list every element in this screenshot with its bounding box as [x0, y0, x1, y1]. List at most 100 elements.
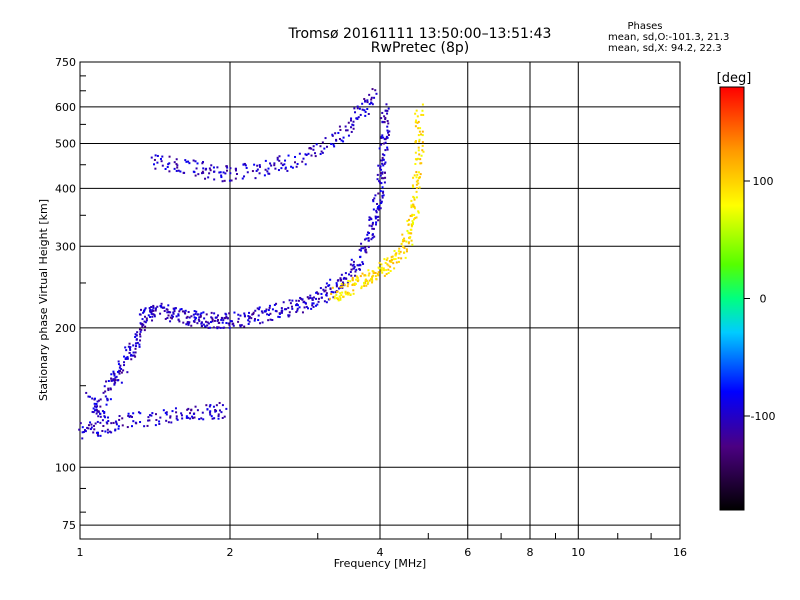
data-point: [228, 312, 231, 315]
data-point: [386, 136, 389, 139]
data-point: [306, 296, 309, 299]
data-point: [355, 275, 358, 278]
data-point: [415, 180, 418, 183]
data-point: [302, 157, 305, 160]
y-tick-label: 300: [55, 240, 76, 253]
data-point: [419, 162, 422, 165]
data-point: [187, 160, 190, 163]
data-point: [147, 416, 150, 419]
data-point: [190, 409, 193, 412]
data-point: [381, 162, 384, 165]
data-point: [365, 284, 368, 287]
data-point: [412, 195, 415, 198]
data-point: [217, 415, 220, 418]
data-point: [261, 321, 264, 324]
data-point: [95, 409, 98, 412]
data-point: [209, 404, 212, 407]
data-point: [324, 137, 327, 140]
x-tick-label: 16: [673, 546, 687, 559]
data-point: [374, 275, 377, 278]
data-point: [179, 308, 182, 311]
data-point: [235, 173, 238, 176]
data-point: [383, 274, 386, 277]
data-point: [346, 281, 349, 284]
data-point: [134, 342, 137, 345]
data-point: [421, 130, 424, 133]
data-point: [269, 312, 272, 315]
data-point: [87, 427, 90, 430]
data-point: [87, 395, 90, 398]
data-point: [174, 407, 177, 410]
data-point: [387, 133, 390, 136]
data-point: [92, 407, 95, 410]
data-point: [139, 412, 142, 415]
data-point: [371, 88, 374, 91]
data-point: [364, 278, 367, 281]
data-point: [97, 415, 100, 418]
data-point: [163, 310, 166, 313]
data-point: [380, 136, 383, 139]
data-point: [251, 170, 254, 173]
data-point: [327, 284, 330, 287]
data-point: [217, 326, 220, 329]
data-point: [359, 249, 362, 252]
data-point: [284, 159, 287, 162]
data-point: [161, 155, 164, 158]
data-point: [302, 301, 305, 304]
data-point: [208, 167, 211, 170]
data-point: [315, 291, 318, 294]
data-point: [295, 299, 298, 302]
data-point: [304, 301, 307, 304]
data-point: [115, 421, 118, 424]
data-point: [159, 157, 162, 160]
data-point: [187, 322, 190, 325]
data-point: [384, 261, 387, 264]
data-point: [99, 398, 102, 401]
data-point: [219, 171, 222, 174]
data-point: [415, 186, 418, 189]
data-point: [385, 273, 388, 276]
data-point: [95, 406, 98, 409]
data-point: [145, 317, 148, 320]
data-point: [379, 165, 382, 168]
data-point: [173, 310, 176, 313]
data-point: [123, 355, 126, 358]
data-point: [340, 139, 343, 142]
data-point: [283, 163, 286, 166]
data-point: [379, 207, 382, 210]
data-point: [385, 103, 388, 106]
data-point: [248, 317, 251, 320]
data-point: [329, 287, 332, 290]
data-point: [188, 321, 191, 324]
data-point: [139, 330, 142, 333]
data-point: [78, 428, 81, 431]
data-point: [421, 144, 424, 147]
data-point: [271, 308, 274, 311]
data-point: [413, 213, 416, 216]
data-point: [166, 316, 169, 319]
data-point: [182, 171, 185, 174]
data-point: [246, 171, 249, 174]
data-point: [114, 420, 117, 423]
data-point: [95, 403, 98, 406]
data-point: [120, 371, 123, 374]
data-point: [330, 290, 333, 293]
data-point: [171, 315, 174, 318]
data-point: [360, 285, 363, 288]
data-point: [376, 173, 379, 176]
data-point: [154, 309, 157, 312]
data-point: [339, 292, 342, 295]
data-point: [350, 126, 353, 129]
data-point: [194, 174, 197, 177]
data-point: [386, 109, 389, 112]
data-point: [381, 171, 384, 174]
data-point: [288, 299, 291, 302]
data-point: [400, 257, 403, 260]
data-point: [231, 320, 234, 323]
colorbar: [719, 86, 745, 511]
data-point: [239, 324, 242, 327]
data-point: [378, 204, 381, 207]
data-point: [274, 167, 277, 170]
data-point: [291, 166, 294, 169]
data-point: [371, 103, 374, 106]
